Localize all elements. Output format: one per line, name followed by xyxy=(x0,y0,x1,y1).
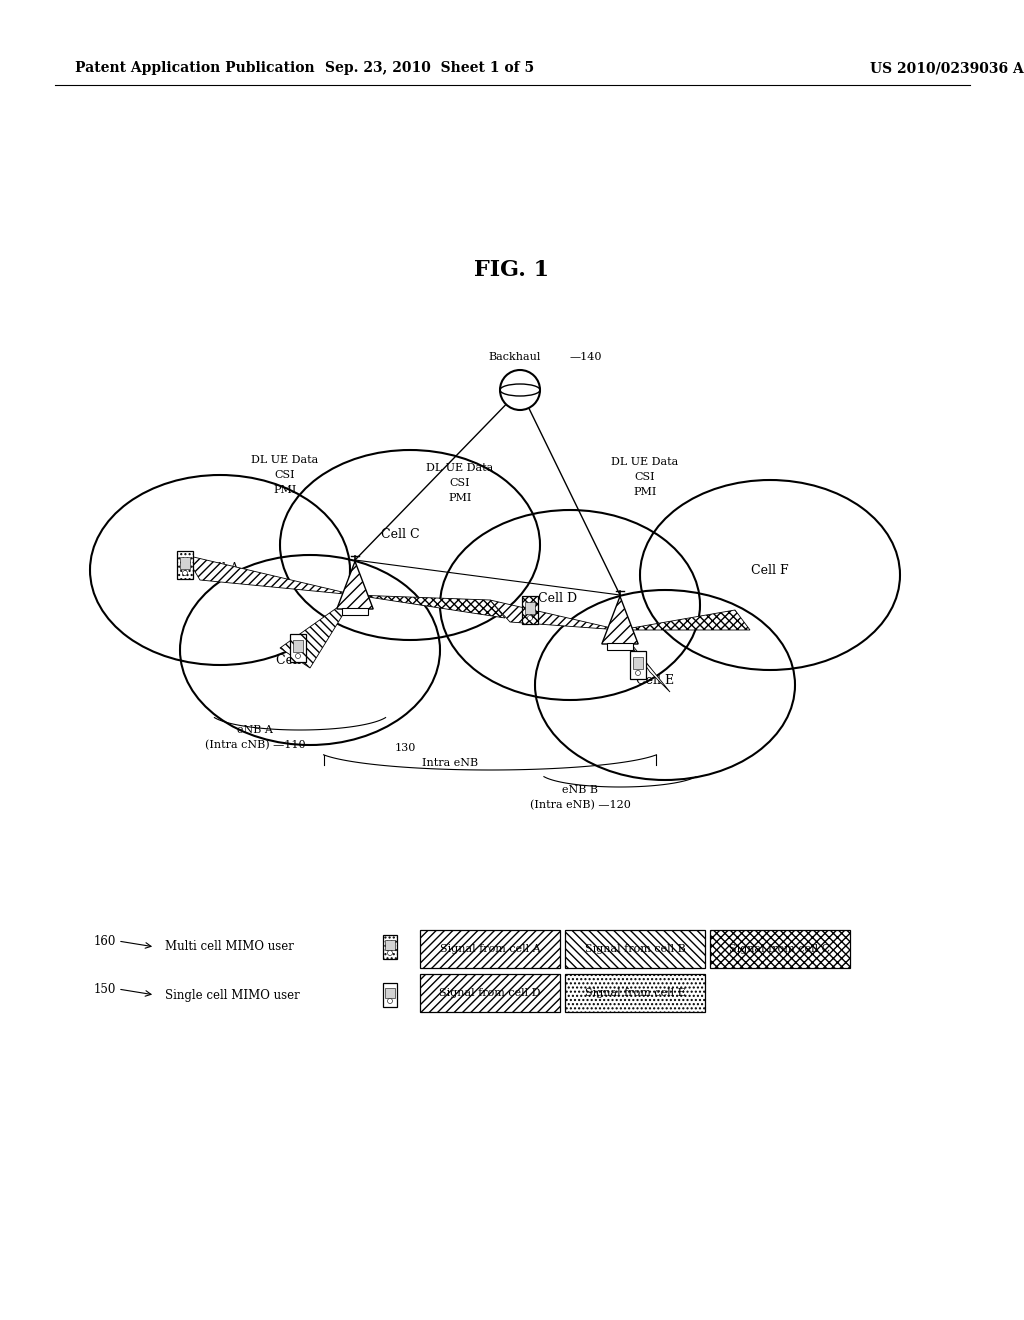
Text: Sep. 23, 2010  Sheet 1 of 5: Sep. 23, 2010 Sheet 1 of 5 xyxy=(326,61,535,75)
Bar xyxy=(293,640,303,652)
Text: FIG. 1: FIG. 1 xyxy=(474,259,550,281)
Text: (Intra eNB) —120: (Intra eNB) —120 xyxy=(529,800,631,810)
Text: Cell C: Cell C xyxy=(381,528,419,541)
Bar xyxy=(420,931,560,968)
Bar xyxy=(342,607,368,615)
Polygon shape xyxy=(280,595,355,668)
Bar xyxy=(177,550,193,579)
Text: US 2010/0239036 A1: US 2010/0239036 A1 xyxy=(870,61,1024,75)
Circle shape xyxy=(182,570,187,576)
Bar xyxy=(383,983,397,1007)
Bar xyxy=(180,557,190,569)
Text: eNB A: eNB A xyxy=(238,725,273,735)
Text: Multi cell MIMO user: Multi cell MIMO user xyxy=(165,940,294,953)
Bar xyxy=(385,940,394,950)
Text: eNB B: eNB B xyxy=(562,785,598,795)
Circle shape xyxy=(500,370,540,411)
Circle shape xyxy=(387,950,392,956)
Bar xyxy=(383,935,397,960)
Bar xyxy=(565,931,705,968)
Polygon shape xyxy=(602,597,638,644)
Text: 150: 150 xyxy=(94,983,116,997)
Text: Signal from cell B: Signal from cell B xyxy=(585,944,685,954)
Text: DL UE Data: DL UE Data xyxy=(251,455,318,465)
Text: Signal from cell A: Signal from cell A xyxy=(439,944,541,954)
Text: Cell D: Cell D xyxy=(539,591,578,605)
Text: Cell E: Cell E xyxy=(636,673,674,686)
Text: PMI: PMI xyxy=(633,487,656,498)
Polygon shape xyxy=(337,561,373,609)
Text: —140: —140 xyxy=(570,352,602,362)
Text: (Intra cNB) —110: (Intra cNB) —110 xyxy=(205,739,305,750)
Text: Signal from cell D: Signal from cell D xyxy=(439,987,541,998)
Bar xyxy=(385,987,394,998)
Circle shape xyxy=(296,653,300,659)
Text: 130: 130 xyxy=(394,743,416,752)
Circle shape xyxy=(527,615,532,620)
Text: Cell A: Cell A xyxy=(201,561,239,574)
Bar xyxy=(710,931,850,968)
Circle shape xyxy=(387,998,392,1003)
Bar xyxy=(420,974,560,1012)
Text: Signal from cell E: Signal from cell E xyxy=(585,987,685,998)
Text: Single cell MIMO user: Single cell MIMO user xyxy=(165,989,300,1002)
Text: DL UE Data: DL UE Data xyxy=(426,463,494,473)
Text: 160: 160 xyxy=(94,935,116,948)
Polygon shape xyxy=(355,595,505,618)
Bar xyxy=(607,643,633,649)
Polygon shape xyxy=(620,610,750,630)
Text: Signal from cell C: Signal from cell C xyxy=(729,944,830,954)
Text: CSI: CSI xyxy=(635,473,655,482)
Polygon shape xyxy=(185,554,355,595)
Bar xyxy=(522,597,538,624)
Bar xyxy=(633,657,643,669)
Bar xyxy=(630,651,646,678)
Bar xyxy=(524,602,536,614)
Text: Cell B: Cell B xyxy=(275,653,314,667)
Text: Intra eNB: Intra eNB xyxy=(422,758,478,768)
Polygon shape xyxy=(490,601,620,630)
Text: PMI: PMI xyxy=(449,492,472,503)
Text: CSI: CSI xyxy=(450,478,470,488)
Text: Patent Application Publication: Patent Application Publication xyxy=(75,61,314,75)
Text: CSI: CSI xyxy=(274,470,295,480)
Circle shape xyxy=(636,671,640,676)
Polygon shape xyxy=(620,630,670,692)
Text: Cell F: Cell F xyxy=(752,564,788,577)
Bar xyxy=(290,634,306,663)
Text: Backhaul: Backhaul xyxy=(488,352,542,362)
Text: DL UE Data: DL UE Data xyxy=(611,457,679,467)
Bar xyxy=(565,974,705,1012)
Text: PMI: PMI xyxy=(273,484,297,495)
